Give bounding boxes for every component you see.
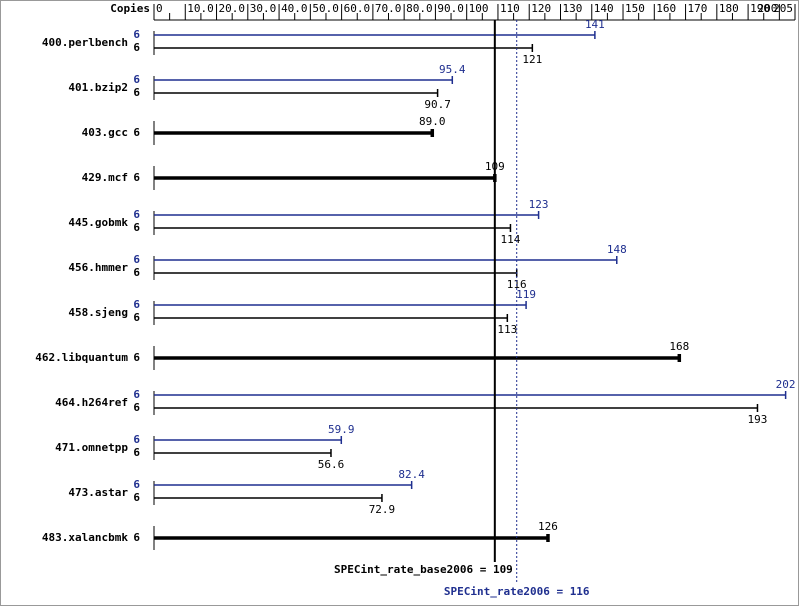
value-label: 89.0 — [419, 115, 446, 128]
x-tick-label: 160 — [656, 2, 676, 15]
copies-label: 6 — [133, 531, 140, 544]
benchmark-name: 483.xalancbmk — [42, 531, 128, 544]
axis-label: Copies — [110, 2, 150, 15]
copies-label: 6 — [133, 41, 140, 54]
value-label: 119 — [516, 288, 536, 301]
bar — [154, 76, 454, 84]
benchmark-name: 473.astar — [68, 486, 128, 499]
bar — [154, 494, 383, 502]
value-label: 113 — [497, 323, 517, 336]
x-tick-label: 150 — [625, 2, 645, 15]
x-tick-label: 40.0 — [281, 2, 308, 15]
copies-label: 6 — [133, 388, 140, 401]
reference-label: SPECint_rate2006 = 116 — [444, 585, 590, 598]
copies-label: 6 — [133, 401, 140, 414]
bar — [154, 89, 439, 97]
value-label: 95.4 — [439, 63, 466, 76]
copies-label: 6 — [133, 171, 140, 184]
bar — [154, 391, 787, 399]
bar — [154, 129, 435, 137]
copies-label: 6 — [133, 253, 140, 266]
copies-label: 6 — [133, 28, 140, 41]
x-tick-label: 30.0 — [250, 2, 277, 15]
copies-label: 6 — [133, 311, 140, 324]
benchmark-name: 403.gcc — [82, 126, 128, 139]
copies-label: 6 — [133, 221, 140, 234]
x-tick-label: 80.0 — [406, 2, 433, 15]
bar — [154, 404, 759, 412]
x-tick-label: 0 — [156, 2, 163, 15]
x-tick-label: 60.0 — [344, 2, 371, 15]
bar — [154, 31, 596, 39]
copies-label: 6 — [133, 478, 140, 491]
x-tick-label: 110 — [500, 2, 520, 15]
bar — [154, 224, 512, 232]
copies-label: 6 — [133, 433, 140, 446]
copies-label: 6 — [133, 446, 140, 459]
x-tick-label: 140 — [594, 2, 614, 15]
bar — [154, 269, 518, 277]
x-tick-label: 130 — [562, 2, 582, 15]
value-label: 90.7 — [424, 98, 451, 111]
bar — [154, 174, 497, 182]
x-tick-label: 190 — [750, 2, 770, 15]
value-label: 141 — [585, 18, 605, 31]
bar — [154, 256, 618, 264]
bar — [154, 314, 509, 322]
copies-label: 6 — [133, 298, 140, 311]
bar — [154, 211, 540, 219]
bar — [154, 301, 527, 309]
x-tick-label: 20.0 — [219, 2, 246, 15]
x-tick-label: 10.0 — [187, 2, 214, 15]
bar — [154, 44, 534, 52]
benchmark-name: 471.omnetpp — [55, 441, 128, 454]
bar — [154, 354, 682, 362]
benchmark-name: 456.hmmer — [68, 261, 128, 274]
copies-label: 6 — [133, 126, 140, 139]
value-label: 121 — [522, 53, 542, 66]
x-tick-label: 120 — [531, 2, 551, 15]
x-tick-label: 70.0 — [375, 2, 402, 15]
copies-label: 6 — [133, 208, 140, 221]
benchmark-name: 401.bzip2 — [68, 81, 128, 94]
copies-label: 6 — [133, 86, 140, 99]
copies-label: 6 — [133, 491, 140, 504]
x-tick-label: 50.0 — [312, 2, 339, 15]
x-tick-label: 170 — [688, 2, 708, 15]
copies-label: 6 — [133, 351, 140, 364]
x-tick-label: 180 — [719, 2, 739, 15]
benchmark-name: 400.perlbench — [42, 36, 128, 49]
value-label: 59.9 — [328, 423, 355, 436]
bar — [154, 449, 332, 457]
benchmark-name: 445.gobmk — [68, 216, 128, 229]
value-label: 56.6 — [318, 458, 345, 471]
value-label: 126 — [538, 520, 558, 533]
x-tick-label: 205 — [773, 2, 793, 15]
copies-label: 6 — [133, 266, 140, 279]
x-tick-label: 200 — [757, 2, 777, 15]
value-label: 72.9 — [369, 503, 396, 516]
benchmark-name: 462.libquantum — [35, 351, 128, 364]
value-label: 148 — [607, 243, 627, 256]
bar — [154, 481, 413, 489]
reference-label: SPECint_rate_base2006 = 109 — [334, 563, 513, 576]
benchmark-name: 429.mcf — [82, 171, 128, 184]
value-label: 114 — [501, 233, 521, 246]
value-label: 193 — [748, 413, 768, 426]
value-label: 202 — [776, 378, 796, 391]
x-tick-label: 90.0 — [437, 2, 464, 15]
bar — [154, 534, 550, 542]
value-label: 168 — [669, 340, 689, 353]
x-tick-label: 100 — [469, 2, 489, 15]
bar — [154, 436, 343, 444]
copies-label: 6 — [133, 73, 140, 86]
benchmark-name: 464.h264ref — [55, 396, 128, 409]
benchmark-name: 458.sjeng — [68, 306, 128, 319]
value-label: 123 — [529, 198, 549, 211]
value-label: 82.4 — [398, 468, 425, 481]
